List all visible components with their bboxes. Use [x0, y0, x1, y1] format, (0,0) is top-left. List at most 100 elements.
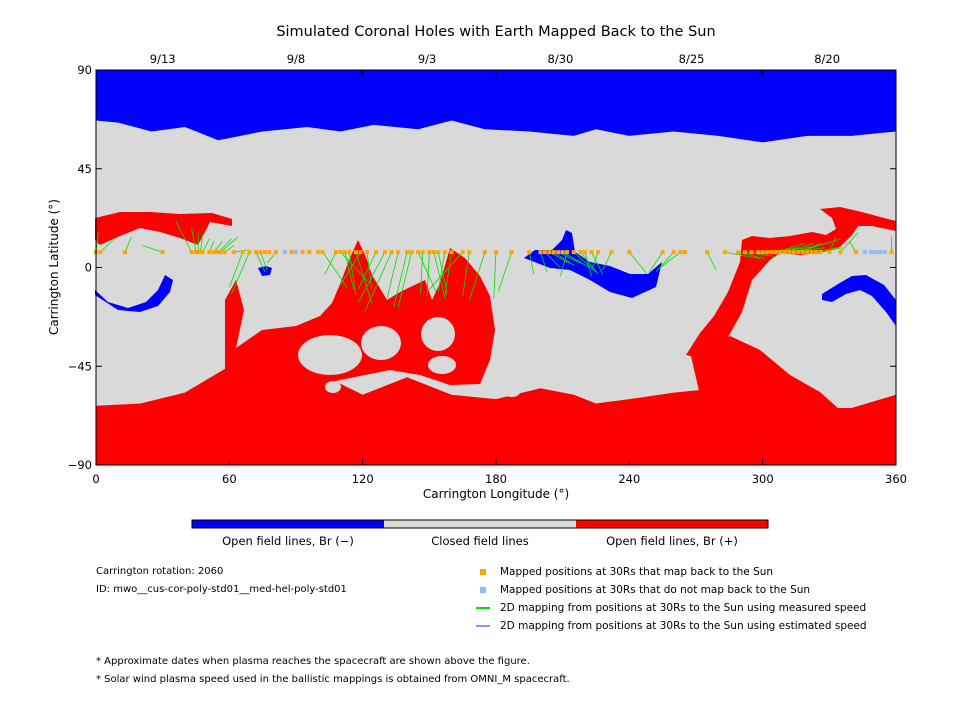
legend-unmapped-marker [480, 587, 486, 593]
mapped-point [571, 250, 576, 255]
mapping-line [386, 252, 399, 299]
mapped-point [267, 250, 272, 255]
unmapped-point [874, 250, 878, 255]
mapping-line [433, 252, 446, 299]
mapped-point [589, 250, 594, 255]
mapping-line [444, 252, 452, 297]
mapped-point [207, 250, 212, 255]
mapping-line [655, 251, 675, 273]
mapped-point [254, 250, 258, 255]
mapped-point [431, 250, 436, 255]
colorbar-label-closed: Closed field lines [431, 534, 529, 548]
mapped-point [409, 250, 414, 255]
top-date-label: 9/8 [287, 52, 306, 66]
mapping-line [233, 249, 248, 253]
mapping-line [724, 251, 761, 260]
legend-estimated-label: 2D mapping from positions at 30Rs to the… [500, 620, 867, 632]
mapping-line [591, 251, 604, 275]
mapped-point [218, 250, 223, 255]
mapped-point [551, 250, 556, 255]
mapping-line [420, 252, 424, 294]
mapping-line [840, 232, 859, 253]
mapped-point [307, 250, 312, 255]
mapping-line [393, 252, 408, 308]
mapping-line [348, 252, 357, 297]
mapped-point [682, 250, 687, 255]
y-tick-label: −45 [68, 359, 92, 373]
mapping-line [231, 251, 250, 294]
coronal-hole-positive-ne [95, 212, 232, 245]
mapped-positions [94, 250, 894, 255]
mapping-line [228, 251, 244, 288]
mapped-point [556, 250, 561, 255]
mapped-point [420, 250, 425, 255]
mapped-point [460, 250, 465, 255]
mapped-point [671, 250, 676, 255]
mapped-point [482, 250, 487, 255]
mapped-point [547, 250, 552, 255]
mapped-point [240, 250, 245, 255]
unmapped-point [869, 250, 874, 255]
mapped-point [609, 250, 614, 255]
legend-estimated: 2D mapping from positions at 30Rs to the… [476, 620, 867, 632]
north-polar-coronal-hole [96, 70, 896, 143]
closed-island-5 [325, 381, 341, 393]
mapped-point [736, 250, 741, 255]
mapped-point [809, 250, 814, 255]
mapping-line [202, 238, 210, 253]
y-tick-label: 0 [85, 261, 92, 275]
y-tick-label: 90 [77, 63, 92, 77]
unmapped-point [294, 250, 298, 255]
mapped-point [749, 250, 754, 255]
mapped-point [247, 250, 252, 255]
mapped-point [216, 250, 221, 255]
colorbar-frame [191, 519, 769, 529]
mapping-line [602, 251, 612, 270]
mapped-point [354, 250, 358, 255]
mapped-point [742, 250, 747, 255]
mapped-point [467, 250, 472, 255]
mapping-line [340, 251, 368, 281]
plot-area [94, 69, 897, 466]
mapping-line [629, 251, 648, 275]
mapping-line [462, 252, 470, 297]
mapping-line [366, 252, 372, 290]
mapped-point [760, 250, 765, 255]
legend-unmapped-label: Mapped positions at 30Rs that do not map… [500, 584, 811, 596]
mapped-point [342, 250, 347, 255]
mapping-line [220, 236, 239, 253]
mapped-point [778, 250, 783, 255]
mapping-line [255, 251, 266, 273]
mapped-point [800, 250, 805, 255]
x-tick-label: 180 [485, 472, 507, 486]
mapped-point [396, 250, 401, 255]
x-tick-label: 360 [885, 472, 907, 486]
mapped-point [705, 250, 710, 255]
mapped-point [578, 250, 583, 255]
mapping-line [142, 245, 163, 253]
mapped-point [596, 250, 601, 255]
mapping-line [820, 247, 843, 253]
mapped-point [560, 250, 565, 255]
chart-title: Simulated Coronal Holes with Earth Mappe… [276, 24, 715, 40]
mapping-line [324, 251, 337, 275]
unmapped-point [282, 250, 287, 255]
mapped-point [854, 250, 858, 255]
coronal-hole-negative-central [524, 230, 662, 298]
mapped-point [442, 250, 447, 255]
mapping-line [357, 251, 377, 290]
mapping-line [562, 251, 590, 268]
mapped-point [334, 250, 338, 255]
mapped-point [449, 250, 454, 255]
mapped-point [527, 250, 532, 255]
mapped-point [678, 250, 683, 255]
mapping-line [560, 252, 568, 277]
coronal-hole-negative-small [258, 266, 272, 276]
coronal-hole-positive-nw [686, 207, 896, 359]
closed-island-4 [428, 356, 456, 374]
mapped-point [436, 250, 441, 255]
mapping-line [528, 252, 535, 275]
legend-estimated-line [476, 625, 490, 627]
x-tick-label: 300 [752, 472, 774, 486]
mapped-point [222, 250, 227, 255]
